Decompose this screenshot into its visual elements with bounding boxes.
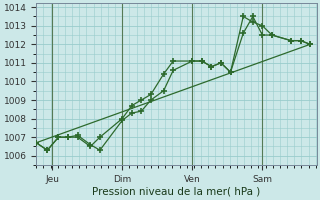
X-axis label: Pression niveau de la mer( hPa ): Pression niveau de la mer( hPa ) xyxy=(92,187,260,197)
